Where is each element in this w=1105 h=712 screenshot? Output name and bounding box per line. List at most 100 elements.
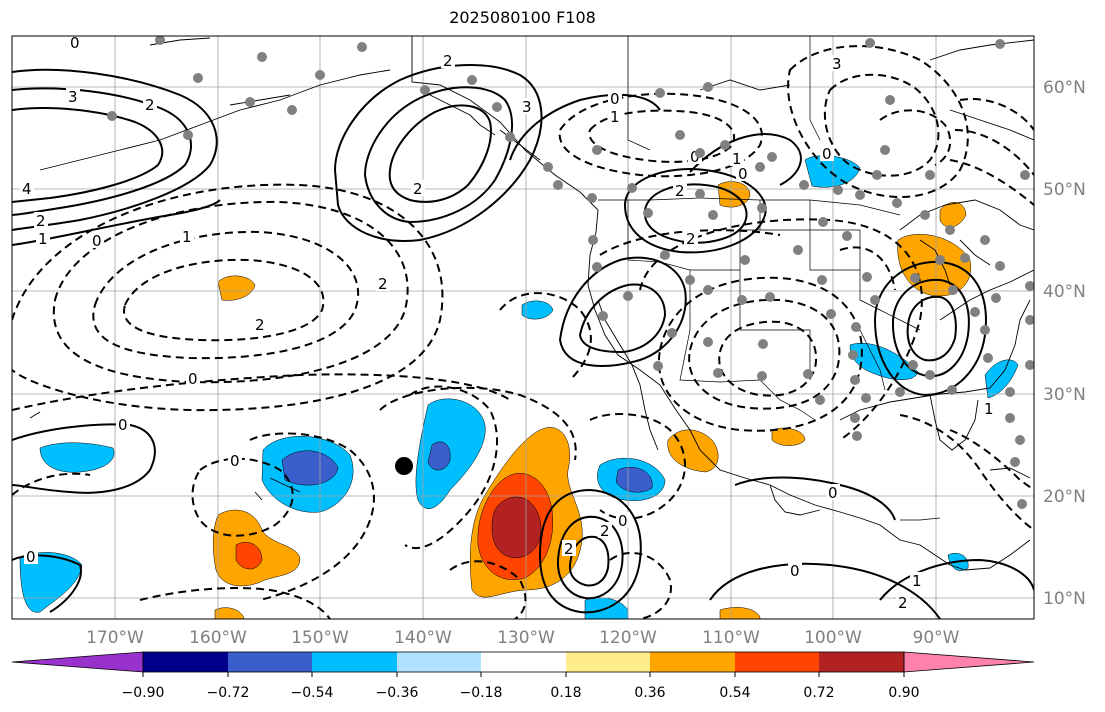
lat-label: 10°N <box>1043 589 1086 609</box>
contour-label: 1 <box>610 108 620 126</box>
contour-label: 2 <box>564 540 574 558</box>
stations <box>107 36 1034 509</box>
lon-label: 90°W <box>913 628 960 648</box>
contour-label: 1 <box>984 400 994 418</box>
contour-label: 4 <box>22 180 32 198</box>
lat-label: 60°N <box>1043 78 1086 98</box>
contour-label: 0 <box>118 416 128 434</box>
colorbar-segment <box>735 652 819 672</box>
contours-solid <box>12 64 1034 619</box>
negative-area <box>521 300 554 320</box>
colorbar-segment <box>566 652 650 672</box>
contour-label: 2 <box>898 594 908 612</box>
contour-label: 0 <box>790 562 800 580</box>
contour-label: 2 <box>255 316 265 334</box>
contour-label: 0 <box>618 512 628 530</box>
lat-label: 30°N <box>1043 385 1086 405</box>
contour-label: 0 <box>26 548 36 566</box>
contour-label: 2 <box>413 180 423 198</box>
contour-label: 2 <box>36 212 46 230</box>
contour-label: 1 <box>182 228 192 246</box>
positive-mid <box>235 542 263 570</box>
contour-label: 2 <box>600 522 610 540</box>
lon-label: 170°W <box>86 628 144 648</box>
colorbar-tick-label: 0.18 <box>550 685 581 701</box>
map-area: 0 3 2 4 2 1 0 2 3 0 1 2 0 2 0 1 2 0 2 2 … <box>12 34 1034 619</box>
contour-label: 2 <box>675 182 685 200</box>
graticule <box>12 36 1034 619</box>
colorbar-segment <box>819 652 904 672</box>
colorbar-tick-label: 0.72 <box>803 685 834 701</box>
contour-label: 3 <box>522 98 532 116</box>
colorbar <box>11 651 1035 673</box>
colorbar-tick-label: 0.54 <box>719 685 750 701</box>
positive-area <box>214 607 245 619</box>
colorbar-segment <box>481 652 566 672</box>
contour-label: 0 <box>822 145 832 163</box>
colorbar-segment <box>312 652 397 672</box>
shaded-fields <box>19 155 1019 619</box>
colorbar-tick-label: 0.90 <box>888 685 919 701</box>
lon-label: 140°W <box>394 628 452 648</box>
lat-label: 20°N <box>1043 487 1086 507</box>
contour-label: 0 <box>70 34 80 52</box>
negative-core <box>281 450 339 486</box>
contour-label: 2 <box>145 96 155 114</box>
contour-label: 0 <box>610 90 620 108</box>
positive-area <box>217 275 256 301</box>
marker-point <box>395 457 413 475</box>
contour-label: 1 <box>38 230 48 248</box>
lon-label: 130°W <box>497 628 555 648</box>
contour-label: 3 <box>68 88 78 106</box>
contour-label: 2 <box>443 52 453 70</box>
colorbar-tick-label: −0.36 <box>376 685 419 701</box>
lon-label: 100°W <box>804 628 862 648</box>
colorbar-tick-label: −0.72 <box>207 685 250 701</box>
lon-label: 110°W <box>702 628 760 648</box>
contour-label: 1 <box>732 150 742 168</box>
contour-labels: 0 3 2 4 2 1 0 2 3 0 1 2 0 2 0 1 2 0 2 2 … <box>20 34 996 612</box>
positive-area <box>939 202 967 228</box>
contour-label: 3 <box>832 55 842 73</box>
lat-label: 40°N <box>1043 282 1086 302</box>
contour-label: 0 <box>738 165 748 183</box>
colorbar-ticks: −0.90 −0.72 −0.54 −0.36 −0.18 0.18 0.36 … <box>122 672 920 701</box>
colorbar-tick-label: −0.90 <box>122 685 165 701</box>
political-borders <box>598 36 941 521</box>
colorbar-tick-label: 0.36 <box>634 685 665 701</box>
contour-label: 0 <box>828 484 838 502</box>
negative-area <box>39 442 115 473</box>
positive-area <box>719 607 761 619</box>
contour-label: 0 <box>92 232 102 250</box>
positive-core <box>491 496 542 559</box>
contour-label: 0 <box>690 148 700 166</box>
colorbar-segment <box>650 652 735 672</box>
lon-label: 150°W <box>291 628 349 648</box>
latitude-labels: 60°N 50°N 40°N 30°N 20°N 10°N <box>1043 78 1086 609</box>
map-frame <box>11 35 1035 620</box>
negative-area <box>415 398 486 509</box>
contour-label: 2 <box>686 230 696 248</box>
colorbar-tick-label: −0.54 <box>291 685 334 701</box>
contour-label: 0 <box>230 452 240 470</box>
lon-label: 120°W <box>599 628 657 648</box>
colorbar-segment <box>143 652 228 672</box>
lon-label: 160°W <box>189 628 247 648</box>
colorbar-segment <box>397 652 481 672</box>
contour-label: 2 <box>378 275 388 293</box>
negative-area <box>19 552 83 613</box>
negative-core <box>615 466 653 493</box>
map-title: 2025080100 F108 <box>449 8 596 27</box>
colorbar-extend-max <box>903 651 1035 673</box>
contour-label: 1 <box>912 572 922 590</box>
colorbar-tick-label: −0.18 <box>460 685 503 701</box>
lat-label: 50°N <box>1043 180 1086 200</box>
negative-core <box>427 441 451 471</box>
longitude-labels: 170°W 160°W 150°W 140°W 130°W 120°W 110°… <box>86 628 960 648</box>
contour-label: 0 <box>188 370 198 388</box>
negative-area <box>984 359 1019 399</box>
negative-area <box>804 155 861 188</box>
colorbar-segment <box>228 652 312 672</box>
colorbar-extend-min <box>11 651 144 673</box>
